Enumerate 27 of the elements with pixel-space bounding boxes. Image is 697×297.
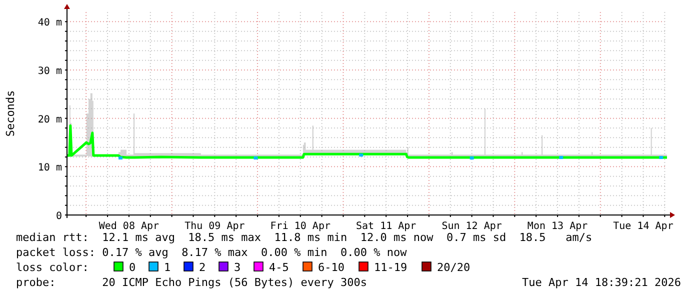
legend-label: 2 <box>199 261 206 274</box>
legend-label: 11-19 <box>374 261 408 274</box>
line-series <box>66 124 668 159</box>
text: median rtt: 12.1 ms avg 18.5 ms max 11.8 ms min 12.0 ms now 0.7 ms sd 18.5 am/s <box>16 231 592 244</box>
x-tick-label: Mon 13 Apr <box>527 221 588 232</box>
text: probe: 20 ICMP Echo Pings (56 Bytes) every 300s <box>16 276 367 289</box>
x-tick-label: Sat 11 Apr <box>356 221 416 232</box>
y-tick-label: 0 <box>56 211 62 222</box>
x-tick-label: Fri 10 Apr <box>270 221 330 232</box>
text: Tue Apr 14 18:39:21 2026 <box>522 276 681 289</box>
legend-label: 20/20 <box>437 261 470 274</box>
legend-label: 1 <box>164 261 171 274</box>
y-axis-title: Seconds <box>4 90 17 137</box>
y-tick-label: 10 m <box>38 162 62 174</box>
x-tick-label: Wed 08 Apr <box>98 221 160 232</box>
y-tick-label: 30 m <box>38 66 62 77</box>
y-tick-label: 20 m <box>38 114 62 126</box>
legend-label: 6-10 <box>318 261 344 274</box>
legend-label: 4-5 <box>269 261 289 274</box>
x-tick-label: Thu 09 Apr <box>184 221 245 232</box>
x-tick-label: Tue 14 Apr <box>613 221 674 232</box>
legend-label: 0 <box>129 261 136 274</box>
y-tick-label: 40 m <box>38 18 62 29</box>
x-tick-label: Sun 12 Apr <box>442 221 502 232</box>
legend-label: 3 <box>234 261 241 274</box>
text: packet loss: 0.17 % avg 8.17 % max 0.00 % min 0.00 % now <box>16 246 408 259</box>
legend-title: loss color: <box>16 261 89 274</box>
